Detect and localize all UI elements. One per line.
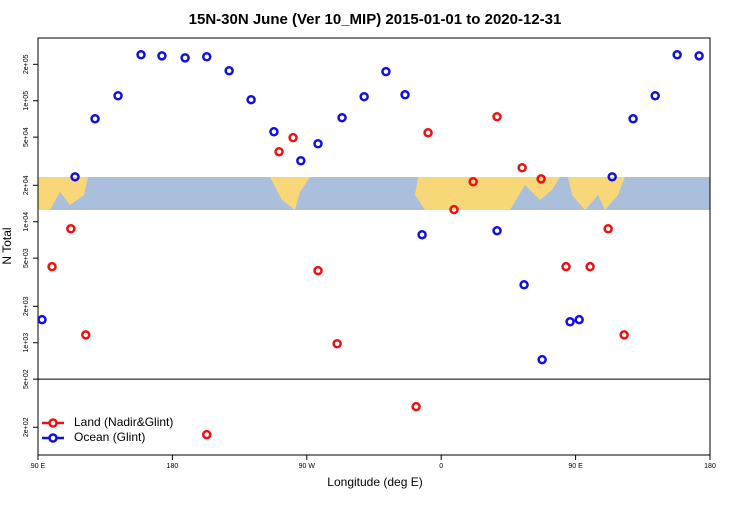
- point: [313, 265, 323, 276]
- point: [519, 280, 529, 290]
- y-axis-label: N Total: [0, 227, 14, 264]
- y-tick-label: 2e+04: [23, 175, 30, 195]
- point: [381, 66, 391, 77]
- x-tick-label: 0: [439, 463, 443, 470]
- x-tick-label: 90 W: [299, 463, 316, 470]
- point: [607, 172, 617, 182]
- point: [492, 225, 502, 236]
- point: [449, 204, 459, 215]
- point: [536, 174, 546, 184]
- legend-marker: [48, 433, 58, 443]
- land: [270, 177, 310, 210]
- point: [136, 49, 146, 60]
- y-tick-label: 5e+02: [23, 369, 30, 389]
- point: [694, 51, 704, 61]
- point: [411, 401, 421, 412]
- legend-label: Ocean (Glint): [74, 430, 145, 444]
- x-axis-label: Longitude (deg E): [327, 475, 422, 489]
- x-tick-label: 180: [704, 463, 716, 470]
- point: [565, 317, 575, 327]
- chart-title: 15N-30N June (Ver 10_MIP) 2015-01-01 to …: [189, 11, 562, 28]
- point: [81, 330, 91, 340]
- point: [157, 51, 167, 61]
- y-tick-label: 1e+05: [23, 91, 30, 111]
- point: [650, 90, 660, 101]
- point: [337, 112, 347, 123]
- y-tick-label: 1e+03: [23, 333, 30, 353]
- y-tick-label: 5e+03: [23, 248, 30, 268]
- y-tick-label: 2e+05: [23, 54, 30, 74]
- point: [537, 354, 547, 365]
- plot-frame: [37, 37, 711, 456]
- point: [313, 139, 323, 149]
- point: [180, 53, 190, 63]
- point: [66, 223, 76, 234]
- x-tick-label: 180: [167, 463, 179, 470]
- point: [47, 261, 57, 272]
- point: [288, 132, 298, 143]
- point: [274, 146, 284, 157]
- point: [224, 65, 234, 76]
- land: [568, 177, 625, 210]
- point: [201, 429, 212, 440]
- point: [37, 314, 47, 325]
- point: [492, 111, 502, 122]
- point: [417, 229, 427, 240]
- x-tick-label: 90 E: [568, 463, 583, 470]
- point: [359, 91, 369, 102]
- y-tick-label: 1e+04: [23, 212, 30, 232]
- land: [415, 177, 560, 210]
- y-tick-label: 5e+04: [23, 127, 30, 147]
- point: [628, 113, 638, 124]
- point: [246, 94, 256, 105]
- y-tick-label: 2e+03: [23, 296, 30, 316]
- point: [70, 172, 80, 182]
- legend-label: Land (Nadir&Glint): [74, 415, 173, 429]
- point: [90, 113, 100, 124]
- y-tick-label: 2e+02: [23, 417, 30, 437]
- point: [400, 90, 410, 100]
- land: [38, 177, 88, 210]
- point: [619, 330, 629, 340]
- point: [332, 339, 342, 349]
- point: [585, 261, 595, 272]
- point: [574, 314, 584, 325]
- point: [269, 127, 279, 137]
- point: [296, 156, 306, 166]
- x-tick-label: 90 E: [31, 463, 46, 470]
- point: [561, 261, 571, 272]
- point: [113, 90, 123, 101]
- point: [517, 163, 527, 173]
- map-strip: [38, 177, 710, 210]
- legend-marker: [48, 418, 58, 428]
- point: [672, 49, 682, 60]
- point: [468, 176, 478, 187]
- point: [201, 51, 212, 62]
- point: [423, 127, 433, 138]
- point: [603, 223, 613, 234]
